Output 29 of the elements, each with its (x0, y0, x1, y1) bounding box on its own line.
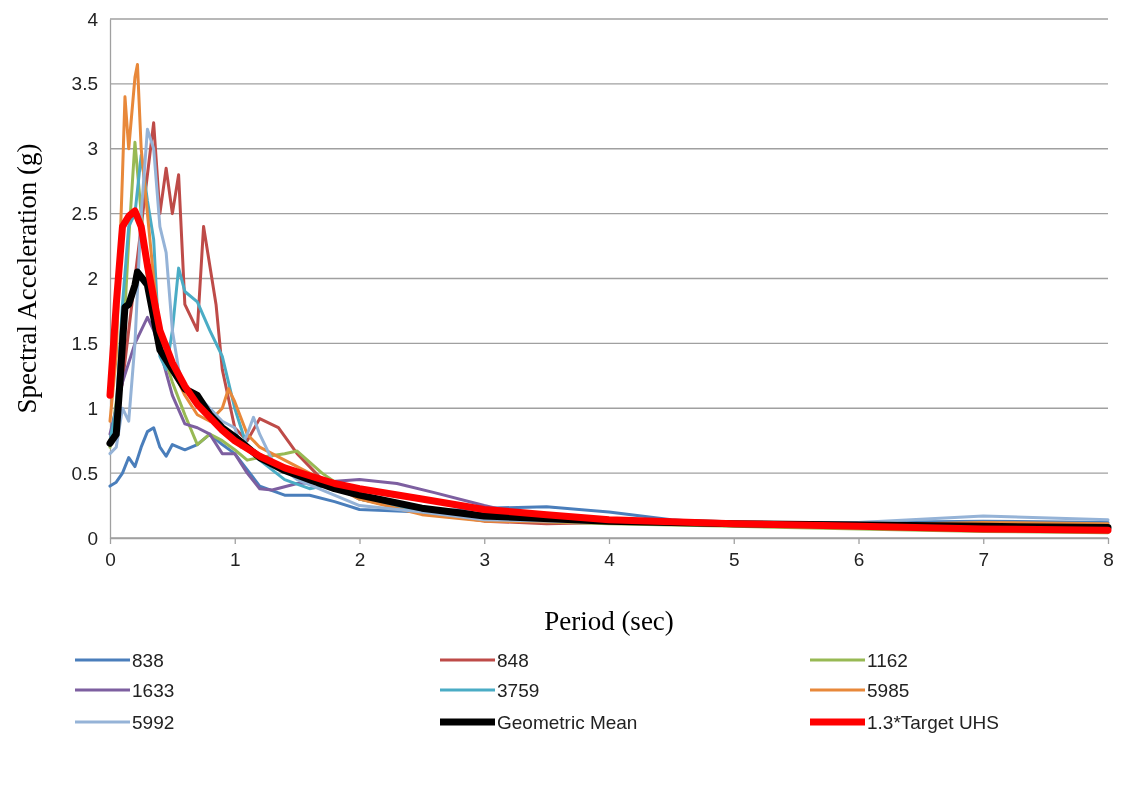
x-tick-label: 0 (105, 549, 116, 570)
x-tick-label: 5 (728, 549, 740, 570)
y-tick-label: 1.5 (71, 332, 98, 354)
x-tick-label: 1 (229, 549, 241, 570)
legend-label: Geometric Mean (497, 712, 638, 733)
legend-label: 838 (132, 650, 164, 671)
x-tick-label: 3 (479, 549, 491, 570)
y-tick-label: 0 (87, 527, 98, 549)
x-tick-label: 6 (853, 549, 865, 570)
y-tick-label: 3.5 (71, 73, 98, 95)
y-tick-label: 0.5 (71, 462, 98, 484)
y-axis-title: Spectral Acceleration (g) (12, 143, 42, 414)
x-tick-label: 8 (1103, 549, 1114, 570)
legend-label: 848 (497, 650, 529, 671)
x-axis-title: Period (sec) (544, 606, 674, 636)
y-tick-label: 4 (87, 8, 99, 30)
y-tick-label: 1 (87, 397, 98, 419)
legend-label: 5985 (867, 680, 910, 701)
x-tick-label: 7 (978, 549, 990, 570)
y-tick-label: 3 (87, 138, 98, 160)
y-tick-label: 2 (87, 268, 98, 290)
legend-label: 1162 (867, 650, 908, 671)
x-tick-label: 2 (354, 549, 366, 570)
legend-label: 1.3*Target UHS (867, 712, 1000, 733)
x-tick-label: 4 (604, 549, 616, 570)
legend-label: 5992 (132, 712, 175, 733)
y-tick-label: 2.5 (71, 203, 98, 225)
legend-label: 3759 (497, 680, 540, 701)
legend-label: 1633 (132, 680, 175, 701)
